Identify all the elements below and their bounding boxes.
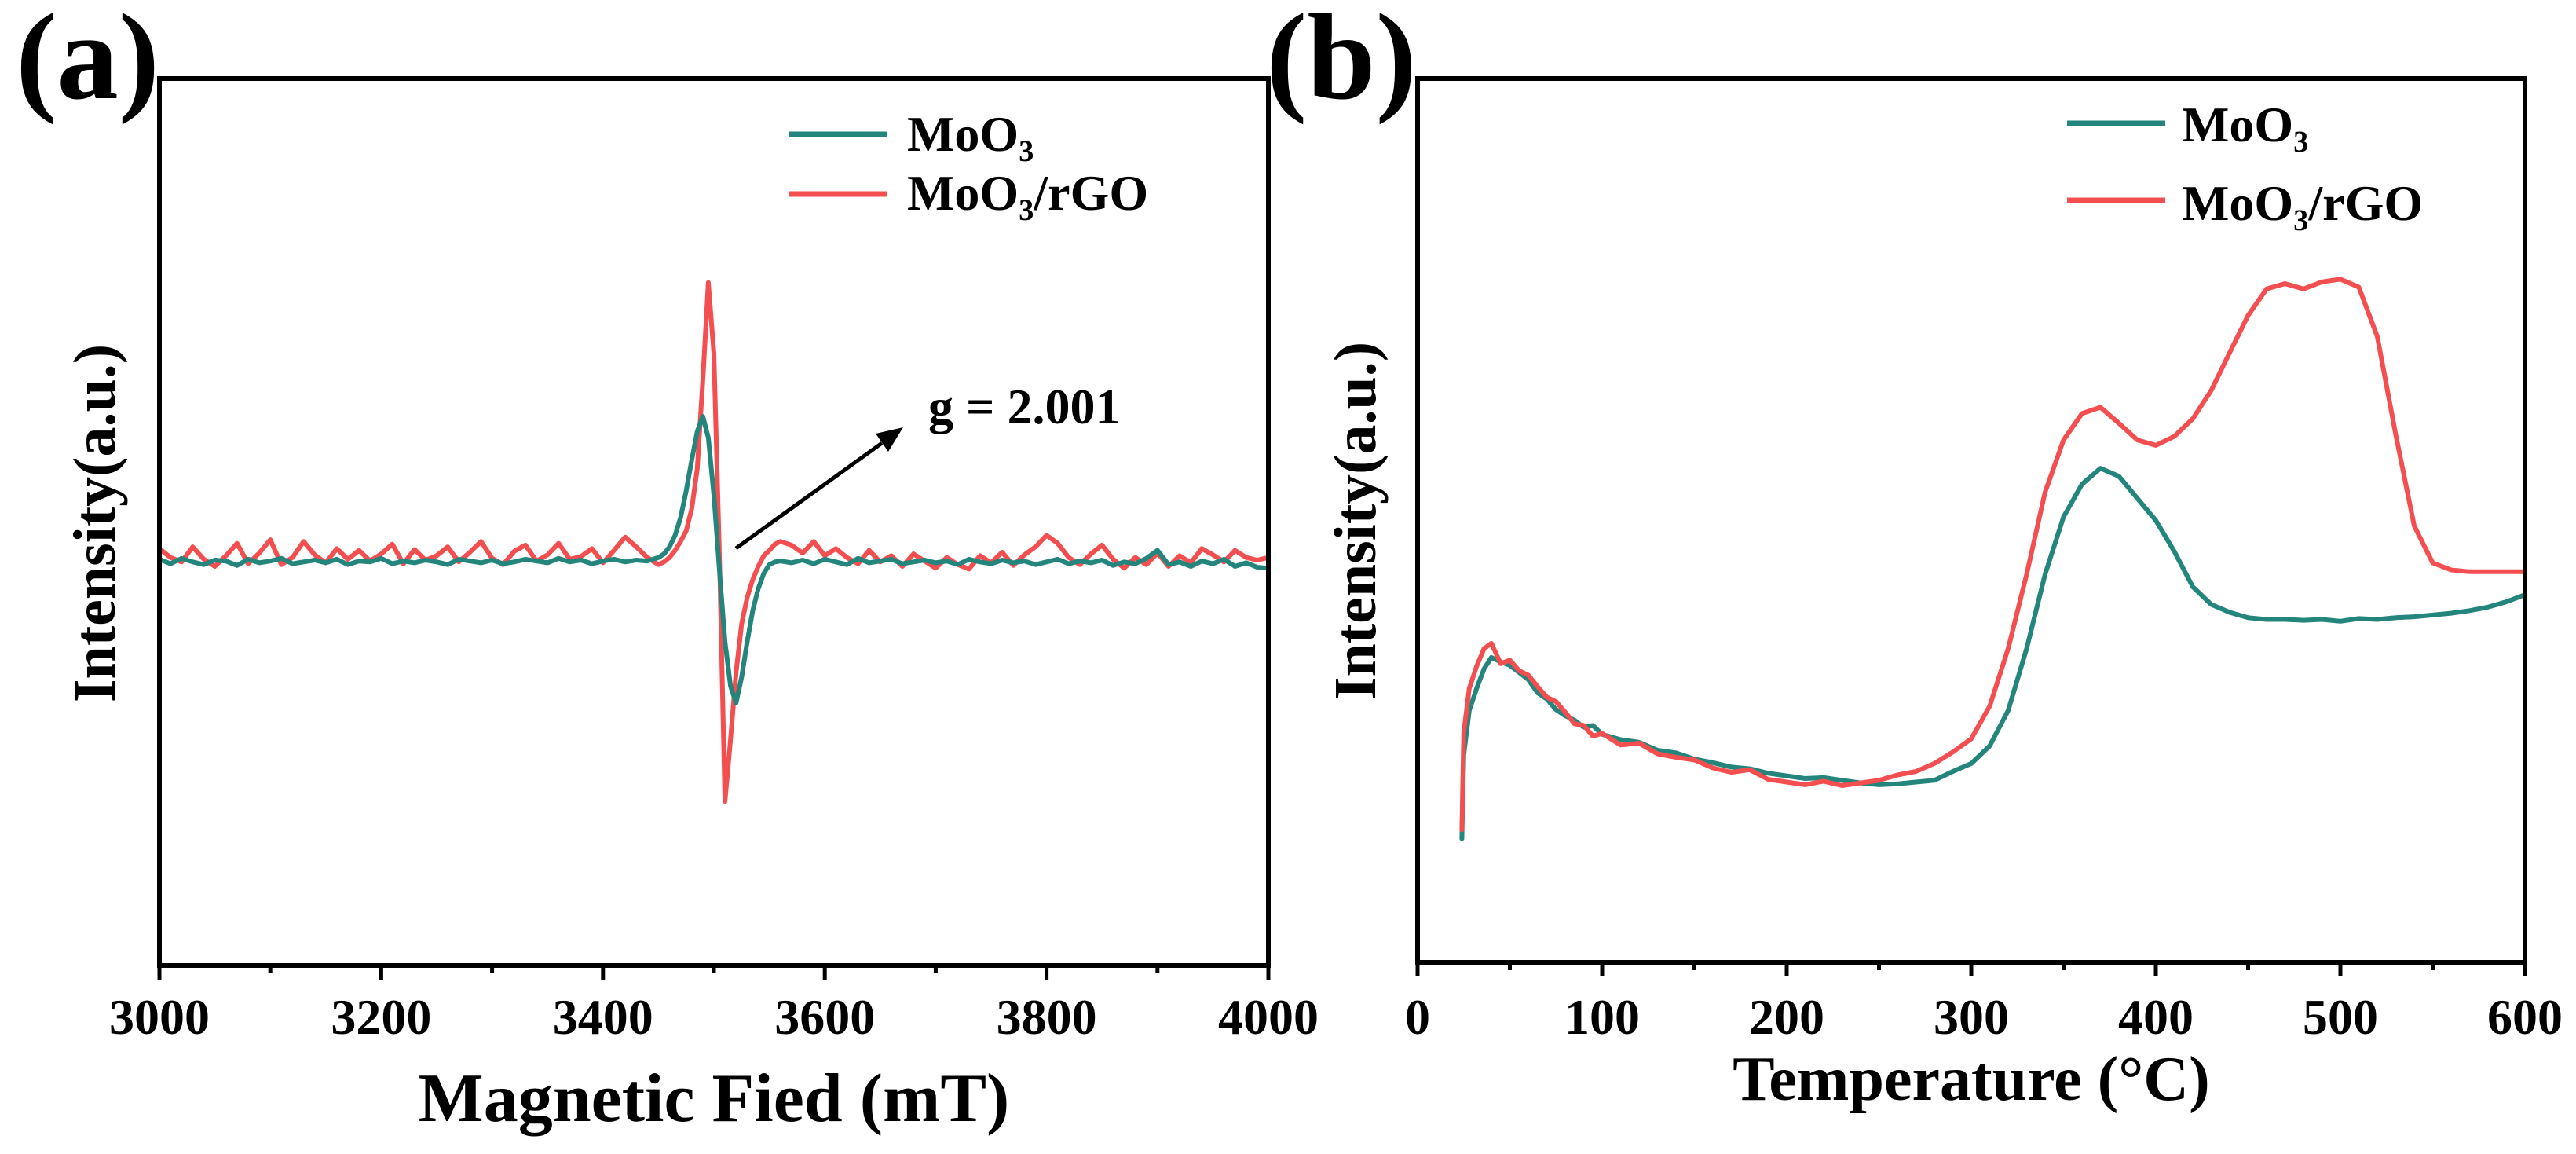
y-axis-title-b: Intensity(a.u.) xyxy=(1323,342,1389,700)
legend-label-moo3-a: MoO₃ xyxy=(907,106,1034,162)
x-tick-label: 3800 xyxy=(997,989,1097,1045)
legend-b: MoO₃ MoO₃/rGO xyxy=(2067,97,2423,231)
plot-area-a xyxy=(157,280,1271,804)
series-line-moo3-rgo-a xyxy=(157,280,1271,804)
x-axis-a: 3000 3200 3400 3600 3800 4000 xyxy=(109,965,1319,1045)
x-tick-label: 3400 xyxy=(553,989,653,1045)
x-tick-label: 200 xyxy=(1749,989,1824,1045)
annotation-arrow-head xyxy=(876,427,903,452)
x-tick-label: 3000 xyxy=(109,989,210,1045)
x-tick-label: 3200 xyxy=(331,989,431,1045)
x-axis-title-b: Temperature (°C) xyxy=(1733,1045,2209,1114)
x-tick-label: 400 xyxy=(2118,989,2194,1045)
x-tick-label: 300 xyxy=(1934,989,2009,1045)
x-tick-label: 100 xyxy=(1564,989,1640,1045)
x-tick-label: 4000 xyxy=(1218,989,1319,1045)
x-axis-b: 0 100 200 300 400 500 600 xyxy=(1405,962,2563,1045)
series-line-moo3-a xyxy=(157,414,1271,705)
x-tick-label: 600 xyxy=(2487,989,2563,1045)
x-tick-label: 500 xyxy=(2303,989,2378,1045)
panel-label-b: (b) xyxy=(1266,0,1417,125)
x-tick-label: 3600 xyxy=(774,989,875,1045)
annotation-g-value: g = 2.001 xyxy=(928,379,1120,434)
annotation-g-factor: g = 2.001 xyxy=(734,379,1120,551)
annotation-arrow-line xyxy=(734,441,884,551)
x-axis-title-a: Magnetic Fied (mT) xyxy=(419,1061,1010,1137)
panel-b: (b) 0 100 200 300 400 500 600 Intensity(a.u.) … xyxy=(1266,0,2563,1114)
y-axis-title-a: Intensity(a.u.) xyxy=(62,344,128,702)
plot-area-b xyxy=(1459,277,2527,841)
panel-a: (a) 3000 3200 3400 3600 3800 4000 Intensity(a… xyxy=(16,0,1319,1137)
x-tick-label: 0 xyxy=(1405,989,1430,1045)
legend-label-moo3-rgo-a: MoO₃/rGO xyxy=(907,165,1148,221)
series-line-moo3-rgo-b xyxy=(1459,277,2527,833)
legend-label-moo3-b: MoO₃ xyxy=(2182,97,2308,152)
series-line-moo3-b xyxy=(1459,466,2527,841)
panel-label-a: (a) xyxy=(16,0,159,125)
legend-a: MoO₃ MoO₃/rGO xyxy=(789,106,1148,221)
legend-label-moo3-rgo-b: MoO₃/rGO xyxy=(2182,175,2423,231)
